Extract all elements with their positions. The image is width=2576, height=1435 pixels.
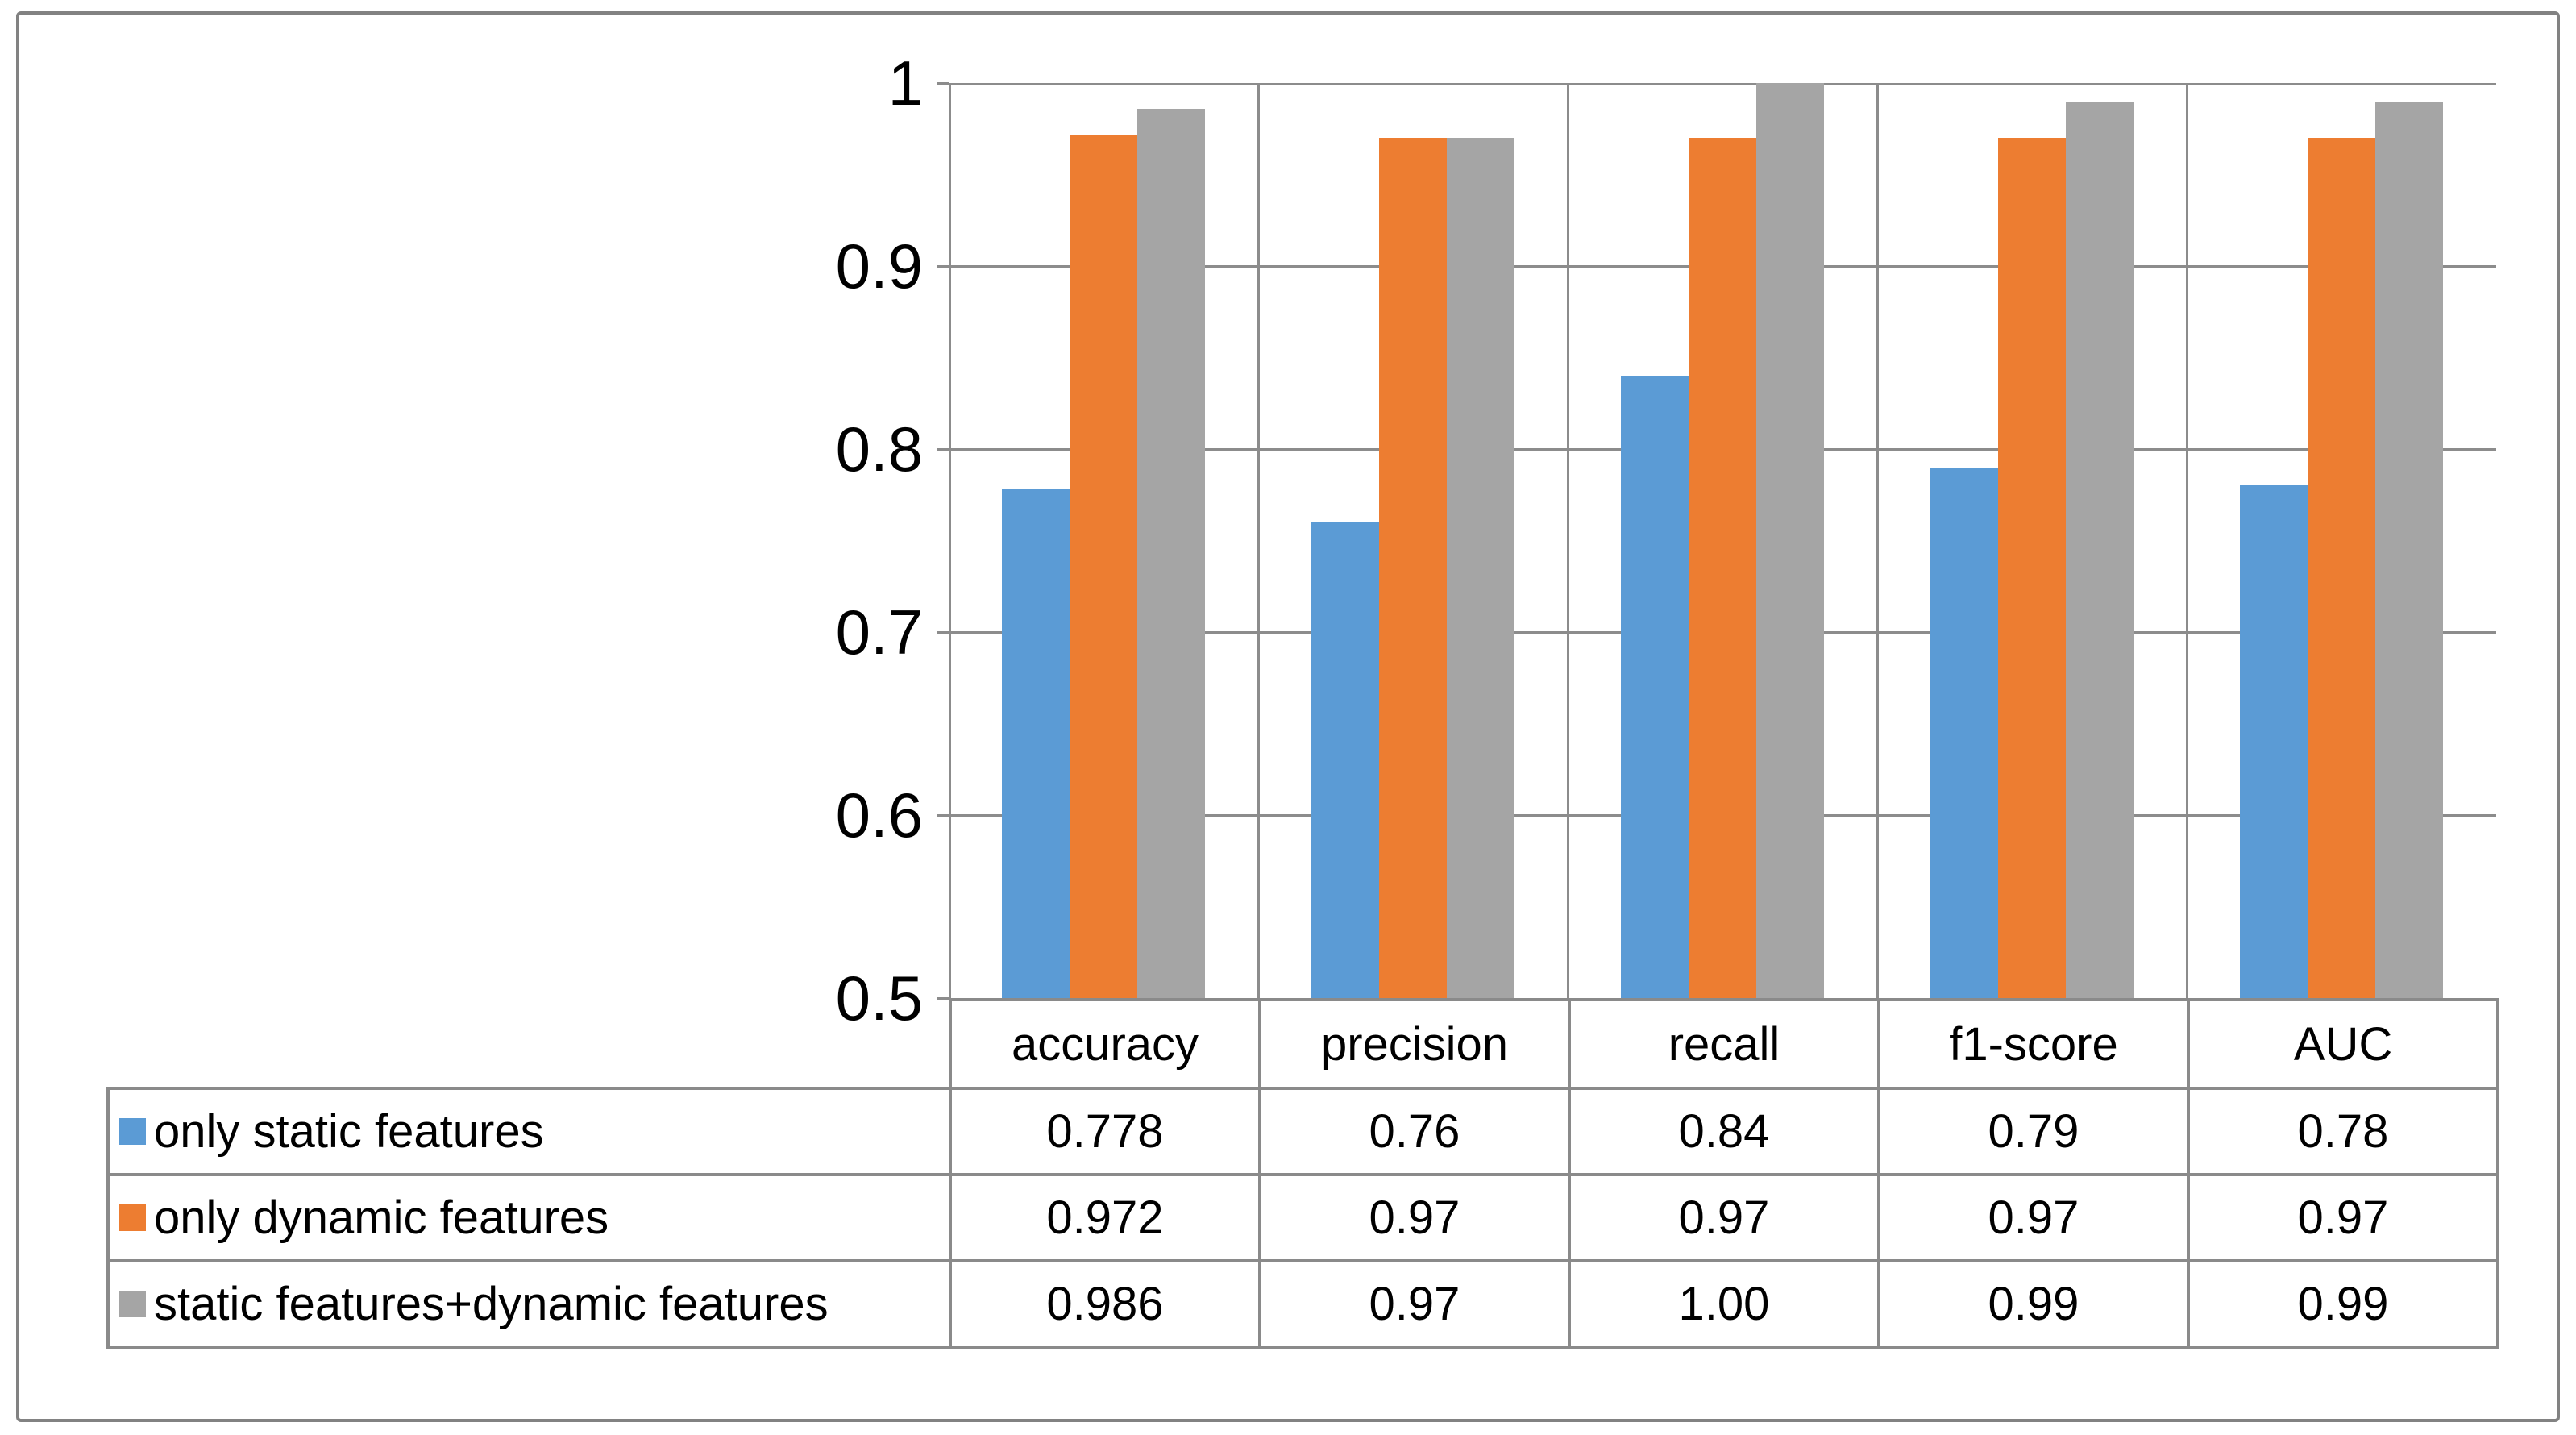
value-cell-accuracy: 0.778 xyxy=(949,1087,1261,1176)
y-axis-tick xyxy=(937,81,949,85)
series-name: static features+dynamic features xyxy=(154,1278,829,1330)
value-cell-accuracy: 0.972 xyxy=(949,1173,1261,1262)
bar-series1-precision xyxy=(1311,522,1379,998)
y-axis-tick xyxy=(937,264,949,268)
value-cell-precision: 0.97 xyxy=(1258,1259,1571,1349)
value-cell-f1-score: 0.99 xyxy=(1877,1259,2190,1349)
value-cell-precision: 0.97 xyxy=(1258,1173,1571,1262)
y-axis-tick xyxy=(937,996,949,1000)
y-axis-tick xyxy=(937,813,949,817)
v-gridline xyxy=(2185,83,2188,998)
value-cell-AUC: 0.78 xyxy=(2187,1087,2499,1176)
y-tick-label: 0.9 xyxy=(835,231,923,302)
series-name: only dynamic features xyxy=(154,1192,609,1244)
legend-swatch-icon xyxy=(119,1204,146,1231)
bar-series3-precision xyxy=(1447,138,1514,998)
bar-series2-precision xyxy=(1379,138,1447,998)
bar-series2-f1-score xyxy=(1998,138,2066,998)
series-label-cell: only static features xyxy=(106,1087,952,1176)
value-cell-precision: 0.76 xyxy=(1258,1087,1571,1176)
value-cell-recall: 0.97 xyxy=(1568,1173,1880,1262)
y-tick-label: 0.6 xyxy=(835,780,923,851)
bar-series3-accuracy xyxy=(1137,108,1205,998)
value-cell-accuracy: 0.986 xyxy=(949,1259,1261,1349)
series-label-cell: static features+dynamic features xyxy=(106,1259,952,1349)
bar-series1-recall xyxy=(1621,376,1689,998)
bar-series2-AUC xyxy=(2308,138,2375,998)
bar-series2-recall xyxy=(1689,138,1756,998)
value-cell-f1-score: 0.79 xyxy=(1877,1087,2190,1176)
plot-area xyxy=(949,83,2496,1000)
column-header-precision: precision xyxy=(1258,998,1571,1090)
value-cell-f1-score: 0.97 xyxy=(1877,1173,2190,1262)
value-cell-recall: 1.00 xyxy=(1568,1259,1880,1349)
bar-series3-AUC xyxy=(2375,101,2443,998)
data-table: accuracy precision recall f1-score AUC only s… xyxy=(106,998,2499,1349)
y-tick-label: 0.7 xyxy=(835,597,923,668)
v-gridline xyxy=(1566,83,1569,998)
table-blank-corner-cell xyxy=(108,1000,950,1088)
y-tick-label: 0.8 xyxy=(835,414,923,485)
bar-series3-f1-score xyxy=(2066,101,2134,998)
column-header-accuracy: accuracy xyxy=(949,998,1261,1090)
series-label-cell: only dynamic features xyxy=(106,1173,952,1262)
column-header-recall: recall xyxy=(1568,998,1880,1090)
h-gridline-1 xyxy=(949,83,2496,85)
bar-series1-accuracy xyxy=(1002,489,1070,998)
v-gridline xyxy=(1257,83,1260,998)
series-name: only static features xyxy=(154,1105,544,1158)
value-cell-recall: 0.84 xyxy=(1568,1087,1880,1176)
value-cell-AUC: 0.97 xyxy=(2187,1173,2499,1262)
legend-swatch-icon xyxy=(119,1291,146,1317)
y-axis-tick xyxy=(937,630,949,634)
bar-series2-accuracy xyxy=(1070,134,1137,998)
legend-swatch-icon xyxy=(119,1118,146,1145)
bar-series3-recall xyxy=(1756,83,1824,998)
column-header-f1-score: f1-score xyxy=(1877,998,2190,1090)
value-cell-AUC: 0.99 xyxy=(2187,1259,2499,1349)
column-header-AUC: AUC xyxy=(2187,998,2499,1090)
v-gridline xyxy=(1876,83,1879,998)
bar-series1-AUC xyxy=(2240,485,2308,998)
table-row: static features+dynamic features 0.986 0.9… xyxy=(106,1259,2499,1349)
y-axis-tick xyxy=(937,447,949,451)
table-row: only dynamic features 0.972 0.97 0.97 0.97 0.… xyxy=(106,1173,2499,1262)
y-axis-line xyxy=(949,83,951,1000)
y-tick-label: 0.5 xyxy=(835,963,923,1034)
bar-series1-f1-score xyxy=(1930,467,1998,998)
y-tick-label: 1 xyxy=(887,48,923,119)
y-axis: 1 0.9 0.8 0.7 0.6 0.5 xyxy=(0,0,923,1435)
table-row: only static features 0.778 0.76 0.84 0.79 0.7… xyxy=(106,1087,2499,1176)
